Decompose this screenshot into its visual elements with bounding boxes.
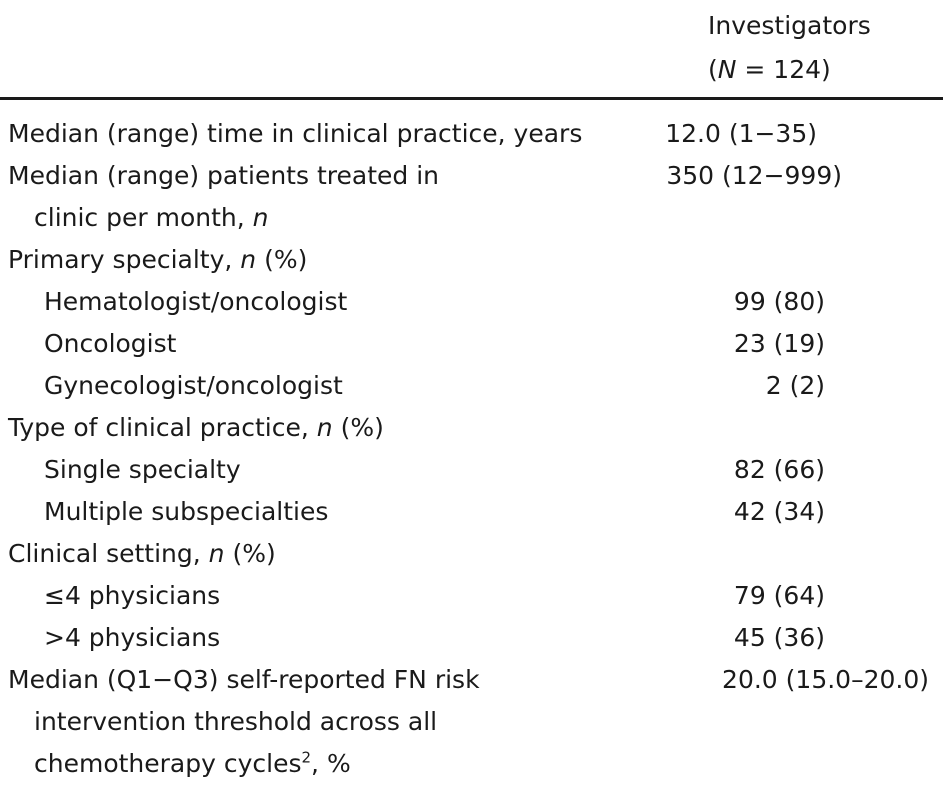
row-label: Median (range) patients treated in [8,161,439,190]
row-label: >4 physicians [44,623,221,652]
table-row: intervention threshold across all [0,701,943,743]
row-label-text: Clinical setting, [8,539,209,568]
row-label: Multiple subspecialties [44,497,329,526]
row-value: 350 (12−999) [666,161,842,190]
table-row: chemotherapy cycles2, % [0,743,943,785]
table-row: Gynecologist/oncologist 2 (2) [0,365,943,407]
row-value: 42 (34) [733,497,825,526]
row-label-suffix: (%) [256,245,308,274]
row-label: clinic per month, n [34,197,269,239]
row-label-suffix: (%) [332,413,384,442]
row-label: chemotherapy cycles2, % [34,743,351,785]
row-label-italic: n [240,245,257,274]
table-row: Median (Q1−Q3) self-reported FN risk 20.… [0,659,943,701]
column-title: Investigators [708,11,871,40]
row-label: ≤4 physicians [44,581,221,610]
row-label-suffix: (%) [224,539,276,568]
table-row: Type of clinical practice, n (%) [0,407,943,449]
row-label: intervention threshold across all [34,707,438,736]
row-label-italic: n [316,413,333,442]
table-row: Multiple subspecialties 42 (34) [0,491,943,533]
row-value: 2 (2) [765,371,825,400]
row-label: Clinical setting, n (%) [8,533,276,575]
table-row: Hematologist/oncologist 99 (80) [0,281,943,323]
row-value: 79 (64) [733,581,825,610]
row-label-suffix: , % [311,749,351,778]
sample-size-open-paren: ( [708,55,718,84]
column-sample-size: (N = 124) [708,48,871,92]
header-rule [0,97,943,100]
row-label: Primary specialty, n (%) [8,239,307,281]
row-value: 45 (36) [733,623,825,652]
row-label-italic: n [208,539,225,568]
row-label: Oncologist [44,329,177,358]
row-label: Single specialty [44,455,241,484]
table-row: ≤4 physicians 79 (64) [0,575,943,617]
row-value: 20.0 (15.0–20.0) [722,665,929,694]
row-label: Median (range) time in clinical practice… [8,119,583,148]
table-row: Median (range) patients treated in 350 (… [0,155,943,197]
table-row: Clinical setting, n (%) [0,533,943,575]
sample-size-value: = 124) [736,55,831,84]
row-value: 23 (19) [733,329,825,358]
row-label-text: Primary specialty, [8,245,241,274]
row-value: 82 (66) [733,455,825,484]
table-row: clinic per month, n [0,197,943,239]
table-row: Median (range) time in clinical practice… [0,113,943,155]
row-label-text: clinic per month, [34,203,253,232]
table-row: Oncologist 23 (19) [0,323,943,365]
row-value: 12.0 (1−35) [665,119,817,148]
row-label: Hematologist/oncologist [44,287,348,316]
column-header-investigators: Investigators (N = 124) [708,4,871,92]
table-row: Primary specialty, n (%) [0,239,943,281]
row-value: 99 (80) [733,287,825,316]
footnote-marker: 2 [301,748,312,767]
sample-size-symbol: N [717,55,737,84]
row-label: Type of clinical practice, n (%) [8,407,384,449]
row-label-text: Type of clinical practice, [8,413,317,442]
row-label-text: chemotherapy cycles [34,749,302,778]
table-row: Single specialty 82 (66) [0,449,943,491]
row-label-italic: n [252,203,269,232]
table-row: >4 physicians 45 (36) [0,617,943,659]
row-label: Gynecologist/oncologist [44,371,343,400]
row-label: Median (Q1−Q3) self-reported FN risk [8,665,480,694]
